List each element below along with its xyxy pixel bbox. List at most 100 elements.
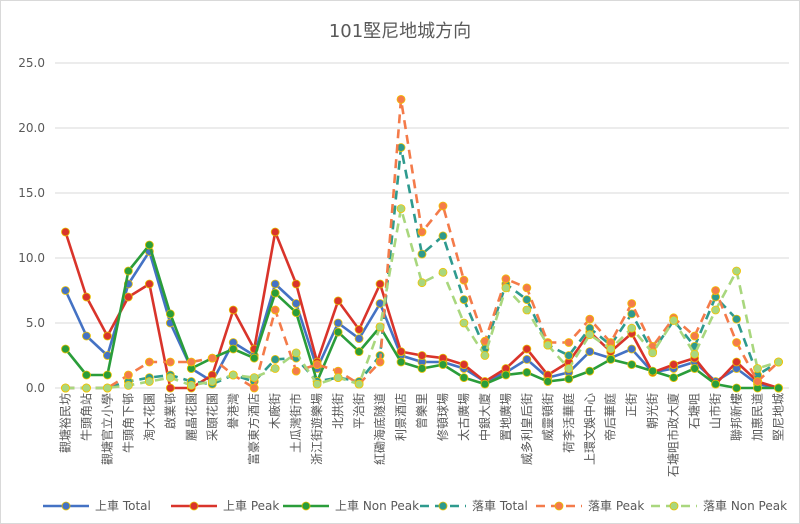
data-point [249, 353, 259, 363]
x-tick-label: 置地廣場 [499, 393, 513, 441]
data-point [690, 349, 700, 359]
legend-item: 上車 Peak [171, 499, 279, 513]
data-point [354, 379, 364, 389]
data-point [732, 266, 741, 276]
legend-swatch-marker [301, 501, 311, 511]
x-tick-label: 觀塘裕民坊 [57, 393, 72, 453]
data-point [291, 279, 301, 289]
x-tick-label: 浙江街遊樂場 [309, 393, 324, 465]
series-line [65, 207, 779, 390]
data-point [396, 95, 406, 104]
data-point [774, 357, 783, 367]
data-point [333, 373, 343, 383]
series-上車-Non-Peak [61, 240, 783, 393]
data-point [165, 383, 175, 393]
x-tick-label: 觀塘官立小學 [99, 393, 114, 465]
legend: 上車 Total 上車 Peak 上車 Non Peak 落車 Total 落車 Pea… [43, 499, 787, 513]
data-point [291, 308, 301, 318]
data-point [753, 364, 762, 373]
data-point [228, 370, 238, 380]
x-tick-label: 啟業邨 [162, 393, 177, 429]
series-layer [61, 95, 783, 393]
series-落車-Peak [61, 95, 783, 393]
data-point [228, 305, 238, 315]
data-point [144, 377, 154, 386]
data-point [228, 344, 238, 354]
x-tick-label: 木廠街 [267, 393, 282, 429]
data-point [82, 292, 91, 302]
data-point [61, 227, 70, 237]
x-tick-label: 正街 [625, 393, 639, 417]
x-tick-label: 太古廣場 [456, 393, 471, 441]
data-point [543, 377, 553, 386]
data-point [669, 373, 679, 383]
data-point [291, 348, 301, 358]
series-落車-Non-Peak [61, 204, 783, 393]
x-tick-label: 朝光街 [646, 393, 660, 429]
data-point [375, 279, 385, 289]
x-tick-label: 加惠民道 [751, 393, 765, 441]
x-tick-label: 山市街 [708, 393, 723, 429]
data-point [732, 338, 741, 347]
data-point [732, 314, 741, 324]
data-point [270, 227, 280, 237]
data-point [312, 360, 322, 370]
data-point [606, 344, 616, 354]
legend-item: 落車 Non Peak [651, 499, 787, 513]
series-line [65, 98, 780, 390]
data-point [522, 295, 532, 305]
data-point [669, 315, 679, 325]
data-point [648, 366, 658, 376]
data-point [270, 305, 280, 315]
data-point [627, 299, 637, 308]
data-point [627, 360, 637, 370]
data-point [61, 344, 70, 354]
legend-swatch-marker [669, 501, 679, 511]
data-point [396, 204, 406, 214]
data-point [396, 347, 406, 357]
data-point [501, 274, 511, 284]
data-point [564, 338, 574, 347]
data-point [480, 351, 490, 360]
data-point [417, 351, 427, 360]
legend-item: 上車 Non Peak [283, 499, 419, 513]
data-point [207, 377, 217, 386]
x-tick-label: 牛頭角下邨 [120, 393, 135, 453]
y-tick-label: 5.0 [26, 316, 45, 330]
data-point [124, 370, 133, 380]
legend-label: 落車 Total [472, 499, 528, 513]
data-point [711, 305, 720, 315]
data-point [270, 288, 280, 298]
data-point [459, 360, 469, 370]
data-point [690, 331, 700, 341]
data-point [690, 364, 700, 373]
data-point [501, 283, 511, 293]
data-point [103, 331, 112, 341]
data-point [774, 383, 783, 393]
x-tick-label: 利景酒店 [394, 393, 408, 441]
x-tick-label: 聯邦新樓 [729, 393, 744, 441]
data-point [459, 318, 469, 328]
data-point [207, 353, 217, 363]
data-point [480, 379, 490, 389]
data-point [522, 344, 532, 354]
data-point [291, 366, 301, 376]
x-tick-label: 上環文娛中心 [582, 393, 597, 465]
data-point [82, 331, 91, 341]
data-point [585, 347, 595, 357]
data-point [354, 334, 364, 344]
x-tick-label: 麗晶花園 [183, 393, 198, 441]
data-point [354, 347, 364, 357]
x-tick-label: 威多利皇后街 [520, 393, 534, 465]
data-point [144, 357, 154, 367]
data-point [585, 366, 595, 376]
y-tick-label: 20.0 [18, 121, 45, 135]
y-tick-label: 10.0 [18, 251, 45, 265]
data-point [165, 309, 175, 319]
data-point [438, 360, 448, 370]
data-point [375, 299, 385, 308]
x-tick-label: 牛頭角站 [78, 393, 93, 441]
data-point [270, 279, 280, 289]
